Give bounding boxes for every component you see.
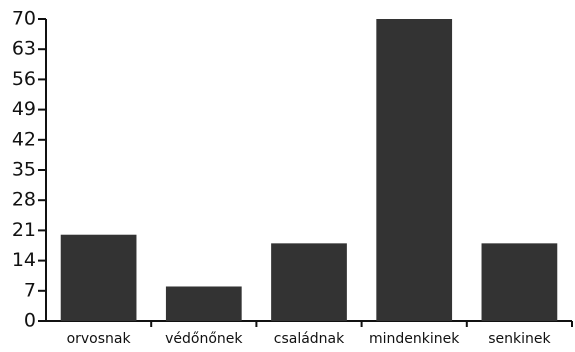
chart-bars: [60, 19, 558, 321]
bar-orvosnak: [60, 234, 137, 321]
y-tick-label: 35: [12, 159, 36, 181]
x-category-label: védőnőnek: [165, 331, 243, 347]
bar-mindenkinek: [376, 19, 453, 321]
x-category-label: mindenkinek: [369, 331, 460, 347]
x-axis-labels: orvosnak védőnőnek családnak mindenkinek sen…: [67, 331, 552, 347]
x-category-label: családnak: [274, 331, 345, 347]
bar-senkinek: [481, 243, 558, 321]
y-tick-label: 28: [12, 189, 36, 211]
y-tick-label: 56: [12, 68, 36, 90]
bar-védőnőnek: [165, 286, 242, 321]
y-tick-label: 7: [24, 279, 36, 301]
y-axis-ticks: 0 7 14 21 28 35 42 49 56 63 70: [12, 8, 46, 332]
x-category-label: orvosnak: [67, 331, 132, 347]
y-tick-label: 49: [12, 98, 36, 120]
y-tick-label: 14: [12, 249, 36, 271]
y-tick-label: 42: [12, 128, 36, 150]
x-category-label: senkinek: [488, 331, 551, 347]
y-tick-label: 21: [12, 219, 36, 241]
y-tick-label: 0: [24, 310, 36, 332]
y-tick-label: 63: [12, 38, 36, 60]
bar-családnak: [271, 243, 347, 321]
y-tick-label: 70: [12, 8, 36, 30]
